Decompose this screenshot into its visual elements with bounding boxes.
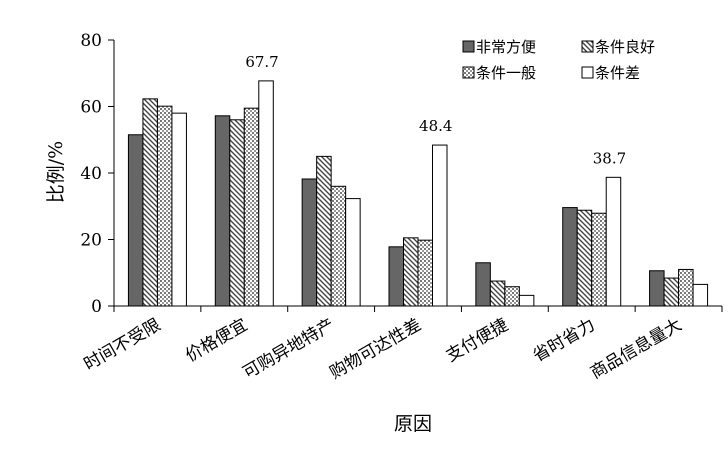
bar-条件差-支付便捷 (518, 294, 535, 307)
bar-条件良好-支付便捷 (489, 280, 506, 307)
bar-条件一般-时间不受限 (156, 105, 173, 307)
bar-条件一般-购物可达性差 (417, 239, 433, 307)
y-tick-label: 20 (80, 231, 102, 251)
bar-条件一般-支付便捷 (504, 286, 520, 307)
bar-条件一般-商品信息量大 (678, 268, 694, 307)
bar-条件良好-省时省力 (576, 209, 593, 307)
bar-条件良好-可购异地特产 (316, 155, 332, 307)
bar-条件一般-可购异地特产 (330, 185, 347, 307)
bar-非常方便-支付便捷 (475, 262, 491, 307)
bar-条件差-可购异地特产 (345, 198, 361, 307)
bar-条件良好-购物可达性差 (403, 237, 419, 307)
y-tick-label: 60 (80, 98, 102, 118)
bar-非常方便-省时省力 (562, 207, 578, 307)
bar-条件良好-时间不受限 (142, 98, 158, 307)
category-label: 价格便宜 (182, 315, 251, 366)
legend-label: 条件一般 (476, 64, 536, 82)
bar-条件差-时间不受限 (171, 112, 187, 307)
legend-swatch (462, 66, 475, 79)
bar-非常方便-时间不受限 (127, 134, 144, 307)
y-axis: 0 20 40 60 80 (80, 31, 115, 317)
bar-非常方便-价格便宜 (214, 115, 231, 307)
bar-条件一般-价格便宜 (243, 107, 260, 307)
y-tick-label: 0 (91, 297, 102, 317)
bar-非常方便-可购异地特产 (301, 178, 318, 307)
bar-非常方便-商品信息量大 (649, 270, 665, 307)
bar-条件良好-商品信息量大 (663, 277, 680, 307)
legend-swatch (581, 40, 594, 53)
bar-条件差-购物可达性差 (432, 144, 448, 307)
category-label: 购物可达性差 (327, 315, 425, 383)
legend-swatch (581, 66, 594, 79)
x-axis-title: 原因 (394, 413, 432, 435)
legend-label: 条件良好 (595, 38, 655, 56)
data-label: 67.7 (245, 53, 278, 71)
legend-swatch (462, 40, 475, 53)
category-label: 可购异地特产 (240, 315, 338, 383)
bars (127, 80, 709, 307)
bar-条件差-商品信息量大 (692, 283, 709, 307)
bar-条件良好-价格便宜 (229, 119, 245, 307)
y-axis-title: 比例/% (45, 141, 67, 203)
bar-条件一般-省时省力 (591, 212, 607, 307)
category-label: 商品信息量大 (587, 315, 685, 383)
bar-非常方便-购物可达性差 (388, 246, 404, 307)
category-label: 支付便捷 (443, 315, 512, 366)
bar-条件差-省时省力 (605, 176, 622, 307)
legend-label: 非常方便 (476, 38, 536, 56)
y-tick-label: 80 (80, 31, 102, 51)
y-tick-label: 40 (80, 164, 102, 184)
data-label: 48.4 (419, 117, 452, 135)
category-label: 省时省力 (530, 315, 599, 366)
data-labels: 67.7 48.4 38.7 (245, 53, 626, 167)
legend-label: 条件差 (595, 64, 640, 82)
bar-条件差-价格便宜 (258, 80, 274, 307)
category-label: 时间不受限 (81, 315, 165, 375)
data-label: 38.7 (593, 149, 626, 167)
